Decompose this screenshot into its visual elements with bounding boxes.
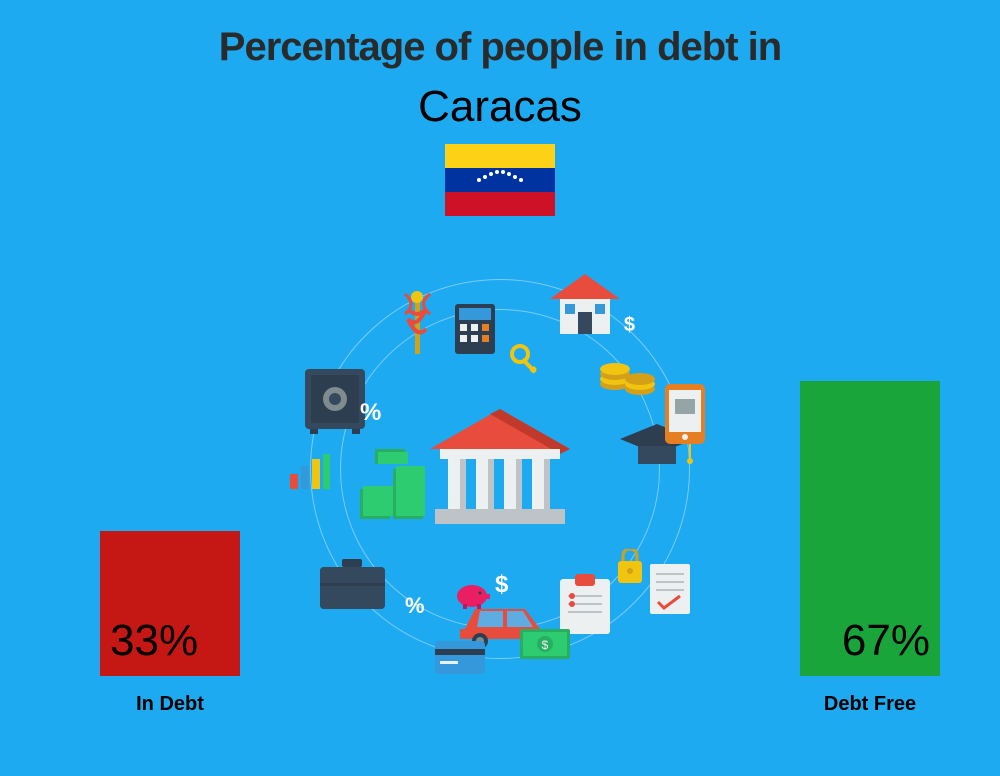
venezuela-flag-icon xyxy=(445,144,555,216)
bank-building-icon xyxy=(430,409,570,529)
page-subtitle: Caracas xyxy=(0,82,1000,132)
safe-icon xyxy=(305,369,365,434)
piggy-bank-icon xyxy=(455,581,490,609)
house-icon xyxy=(550,274,620,334)
chart-bars-icon xyxy=(290,454,330,489)
coins-icon xyxy=(600,339,655,399)
padlock-icon xyxy=(615,549,645,584)
cash-stack-icon xyxy=(360,449,425,519)
money-bill-icon: $ xyxy=(520,629,570,659)
key-icon xyxy=(510,344,545,379)
flag-stars xyxy=(460,170,540,190)
dollar-icon: $ xyxy=(624,314,635,337)
chart-area: 33% In Debt 67% Debt Free xyxy=(0,226,1000,766)
calculator-icon xyxy=(455,304,495,354)
credit-card-icon xyxy=(435,641,485,674)
caduceus-icon xyxy=(400,289,435,359)
page-title: Percentage of people in debt in xyxy=(0,0,1000,70)
bar-label-in-debt: In Debt xyxy=(100,693,240,716)
svg-text:$: $ xyxy=(542,638,549,652)
percent-icon: % xyxy=(360,399,381,427)
financial-illustration: $ % % $ $ xyxy=(300,269,700,669)
phone-icon xyxy=(665,384,705,444)
clipboard-icon xyxy=(560,574,610,634)
bar-in-debt: 33% xyxy=(100,531,240,676)
bar-debt-free: 67% xyxy=(800,381,940,676)
document-icon xyxy=(650,564,690,614)
flag-stripe-red xyxy=(445,192,555,216)
bar-value-in-debt: 33% xyxy=(110,616,198,666)
flag-stripe-yellow xyxy=(445,144,555,168)
briefcase-icon xyxy=(320,559,385,609)
percent-icon: % xyxy=(405,593,425,619)
bar-value-debt-free: 67% xyxy=(842,616,930,666)
bar-label-debt-free: Debt Free xyxy=(800,693,940,716)
flag-stripe-blue xyxy=(445,168,555,192)
dollar-icon: $ xyxy=(495,571,508,599)
